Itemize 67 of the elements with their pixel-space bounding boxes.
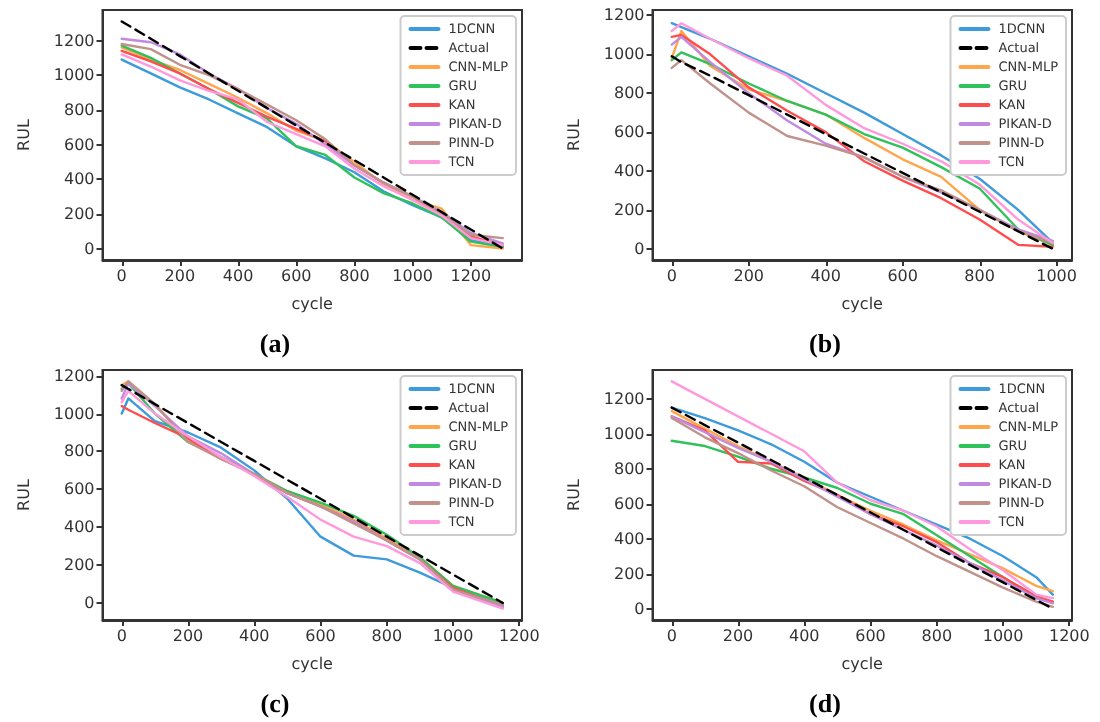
y-tick-label: 400 [613,529,645,548]
y-tick-label: 800 [613,84,645,103]
y-axis-title: RUL [565,478,583,511]
y-tick-label: 0 [84,593,95,612]
x-tick-label: 200 [733,267,765,285]
y-tick-label: 1200 [53,366,95,385]
x-tick-label: 0 [116,627,127,645]
y-tick-label: 200 [613,564,645,583]
y-tick-label: 600 [63,135,95,154]
y-tick-label: 200 [63,204,95,223]
x-tick-label: 400 [238,627,270,645]
x-tick-label: 1000 [1036,267,1077,285]
x-tick-label: 0 [666,267,677,285]
y-tick-label: 1000 [603,424,645,443]
x-tick-label: 600 [280,267,312,285]
y-tick-label: 1200 [603,389,645,408]
y-tick-label: 0 [634,599,645,618]
y-tick-label: 600 [613,494,645,513]
y-tick-label: 200 [613,200,645,219]
y-tick-label: 0 [84,239,95,258]
y-axis-title: RUL [565,118,583,151]
x-axis-title: cycle [841,655,884,673]
y-tick-label: 400 [63,170,95,189]
y-tick-label: 400 [63,518,95,537]
y-tick-label: 600 [613,123,645,142]
x-axis-title: cycle [291,295,334,313]
x-axis-title: cycle [841,295,884,313]
y-tick-label: 1200 [603,6,645,25]
y-tick-label: 800 [63,100,95,119]
x-tick-label: 1200 [1048,627,1090,645]
x-tick-label: 1000 [432,627,474,645]
text: (c) [260,688,290,718]
x-tick-label: 800 [921,627,953,645]
x-tick-label: 1000 [982,627,1024,645]
text: (a) [259,328,291,358]
x-tick-label: 800 [964,267,995,285]
y-axis-title: RUL [15,478,33,511]
text: (d) [809,688,841,718]
x-axis-title: cycle [291,655,334,673]
x-tick-label: 600 [305,627,336,645]
x-tick-label: 800 [339,267,370,285]
x-tick-label: 0 [116,267,127,285]
x-tick-label: 400 [810,267,841,285]
y-tick-label: 1000 [603,45,645,64]
y-tick-label: 1000 [53,66,95,85]
x-tick-label: 1200 [450,267,492,285]
x-tick-label: 800 [371,627,403,645]
x-tick-label: 0 [666,627,677,645]
y-tick-label: 200 [63,556,95,575]
x-tick-label: 400 [222,267,254,285]
y-tick-label: 1000 [53,404,95,423]
y-tick-label: 600 [63,480,95,499]
y-tick-label: 800 [613,459,645,478]
x-tick-label: 200 [164,267,196,285]
x-tick-label: 400 [788,627,820,645]
x-tick-label: 200 [722,627,754,645]
x-tick-label: 1200 [498,627,540,645]
y-tick-label: 400 [613,161,645,180]
y-tick-label: 800 [63,442,95,461]
x-tick-label: 200 [172,627,204,645]
y-axis-title: RUL [15,118,33,151]
x-tick-label: 1000 [392,267,433,285]
y-tick-label: 1200 [53,31,95,50]
x-tick-label: 600 [855,627,886,645]
x-tick-label: 600 [887,267,918,285]
text: (b) [809,328,841,358]
y-tick-label: 0 [634,239,645,258]
